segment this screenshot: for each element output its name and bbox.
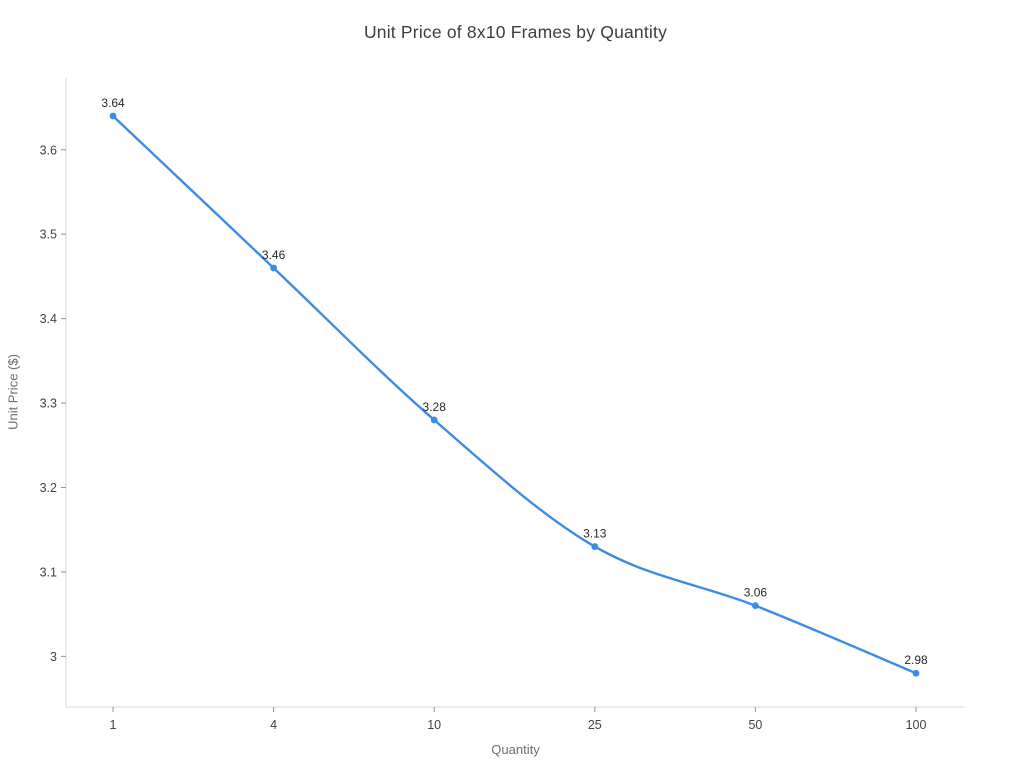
x-axis-title: Quantity xyxy=(491,742,540,757)
data-point xyxy=(752,602,759,610)
series-line xyxy=(111,114,918,675)
y-tick-label: 3.2 xyxy=(40,481,57,495)
y-tick-label: 3 xyxy=(50,650,57,664)
data-point-label: 3.06 xyxy=(744,586,768,600)
x-tick-label: 25 xyxy=(588,718,602,732)
data-point xyxy=(591,543,599,550)
x-tick-label: 100 xyxy=(906,718,927,732)
y-tick-label: 3.6 xyxy=(40,143,57,157)
data-point-label: 3.46 xyxy=(262,248,286,262)
x-tick-label: 4 xyxy=(270,718,277,732)
y-tick-label: 3.3 xyxy=(40,397,57,411)
data-point xyxy=(270,264,277,272)
y-axis-title: Unit Price ($) xyxy=(5,354,21,430)
data-point xyxy=(109,112,117,120)
data-point-label: 3.13 xyxy=(583,527,607,541)
data-point xyxy=(912,669,920,677)
y-tick-label: 3.5 xyxy=(40,228,57,242)
data-point-label: 2.98 xyxy=(904,653,928,667)
data-point xyxy=(430,416,438,424)
chart-title: Unit Price of 8x10 Frames by Quantity xyxy=(363,22,668,42)
y-tick-label: 3.4 xyxy=(40,312,57,326)
x-tick-label: 1 xyxy=(110,718,117,732)
y-tick-label: 3.1 xyxy=(40,565,57,579)
x-tick-label: 50 xyxy=(748,718,762,732)
data-point-label: 3.64 xyxy=(101,96,125,110)
x-tick-label: 10 xyxy=(427,718,441,732)
data-point-label: 3.28 xyxy=(423,400,447,414)
